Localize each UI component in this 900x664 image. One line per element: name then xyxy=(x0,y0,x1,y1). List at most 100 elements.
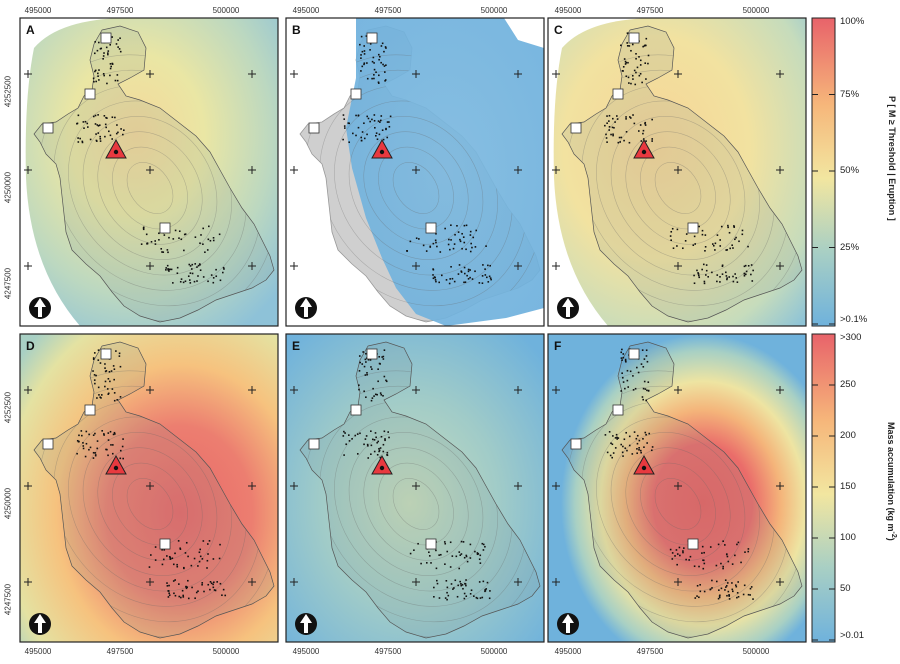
settlement-dots xyxy=(604,348,754,600)
y-tick-label: 4250000 xyxy=(3,171,13,204)
x-tick-label-bottom: 497500 xyxy=(636,647,664,656)
colorbar-top xyxy=(811,17,836,327)
x-tick-label-bottom: 495000 xyxy=(24,647,52,656)
colorbar-tick-label: 75% xyxy=(840,88,860,100)
x-tick-label-bottom: 495000 xyxy=(554,647,582,656)
map-panel-c: C xyxy=(547,17,807,327)
panel-label: D xyxy=(26,339,35,353)
settlement-dots xyxy=(604,32,754,285)
colorbar-tick-label: 150 xyxy=(840,481,856,492)
map-panel-f: F xyxy=(547,333,807,643)
colorbar-tick-label: 50% xyxy=(840,165,860,176)
white-square-site-icon xyxy=(687,222,699,234)
colorbar-tick-label: >0.01 xyxy=(840,630,865,641)
white-square-site-icon xyxy=(159,222,171,234)
panel-label: F xyxy=(554,339,561,353)
white-square-site-icon xyxy=(570,438,582,450)
red-triangle-vent-icon xyxy=(105,454,127,475)
x-tick-label-top: 495000 xyxy=(554,6,582,15)
settlement-dots xyxy=(342,349,491,601)
y-tick-label: 4247500 xyxy=(3,583,13,616)
panel-label: E xyxy=(292,339,300,353)
white-square-site-icon xyxy=(100,32,112,44)
white-square-site-icon xyxy=(308,438,320,450)
white-square-site-icon xyxy=(570,122,582,134)
grid-crosses xyxy=(552,70,784,270)
x-tick-label-top: 500000 xyxy=(480,6,508,15)
grid-crosses xyxy=(290,386,522,586)
map-panel-d: D xyxy=(19,333,279,643)
x-tick-label-top: 500000 xyxy=(742,6,770,15)
grid-crosses xyxy=(24,70,256,270)
x-tick-label-bottom: 500000 xyxy=(742,647,770,656)
map-panel-b: B xyxy=(285,17,545,327)
white-square-site-icon xyxy=(308,122,320,134)
grid-crosses xyxy=(290,70,522,270)
panel-label: B xyxy=(292,23,301,37)
red-triangle-vent-icon xyxy=(633,454,655,475)
grid-crosses xyxy=(552,386,784,586)
y-tick-label: 4250000 xyxy=(3,487,13,520)
white-square-site-icon xyxy=(425,222,437,234)
settlement-dots xyxy=(76,348,227,600)
white-square-site-icon xyxy=(84,404,96,416)
colorbar-tick-label: >300 xyxy=(840,332,862,343)
white-square-site-icon xyxy=(350,88,362,100)
white-square-site-icon xyxy=(425,538,437,550)
x-tick-label-top: 497500 xyxy=(636,6,664,15)
white-square-site-icon xyxy=(366,348,378,360)
x-tick-label-top: 495000 xyxy=(292,6,320,15)
panel-label: A xyxy=(26,23,35,37)
x-tick-label-top: 495000 xyxy=(24,6,52,15)
red-triangle-vent-icon xyxy=(633,138,655,159)
x-tick-label-bottom: 497500 xyxy=(106,647,134,656)
y-tick-label: 4252500 xyxy=(3,391,13,424)
north-arrow-icon xyxy=(557,613,579,635)
white-square-site-icon xyxy=(612,88,624,100)
settlement-dots xyxy=(342,35,492,285)
colorbar-tick-label: >0.1% xyxy=(840,314,868,325)
colorbar-bottom-title: Mass accumulation (kg m-2) xyxy=(886,422,897,541)
colorbar-tick-label: 100 xyxy=(840,532,856,543)
north-arrow-icon xyxy=(29,613,51,635)
colorbar-tick-label: 100% xyxy=(840,16,865,27)
north-arrow-icon xyxy=(557,297,579,319)
colorbar-tick-label: 50 xyxy=(840,583,851,594)
hazard-field xyxy=(299,18,544,326)
colorbar-bottom-title-main: Mass accumulation (kg m xyxy=(886,422,896,532)
red-triangle-vent-icon xyxy=(105,138,127,159)
x-tick-label-top: 497500 xyxy=(374,6,402,15)
x-tick-label-top: 500000 xyxy=(212,6,240,15)
white-square-site-icon xyxy=(42,438,54,450)
x-tick-label-top: 497500 xyxy=(106,6,134,15)
colorbar-tick-label: 25% xyxy=(840,241,860,253)
x-tick-label-bottom: 497500 xyxy=(374,647,402,656)
north-arrow-icon xyxy=(295,613,317,635)
map-panel-a: A xyxy=(19,17,279,327)
white-square-site-icon xyxy=(612,404,624,416)
white-square-site-icon xyxy=(350,404,362,416)
settlement-dots xyxy=(76,34,225,284)
colorbar-bottom xyxy=(811,333,836,643)
colorbar-tick-label: 250 xyxy=(840,379,856,390)
x-tick-label-bottom: 500000 xyxy=(212,647,240,656)
red-triangle-vent-icon xyxy=(371,138,393,159)
colorbar-tick-label: 200 xyxy=(840,430,856,441)
white-square-site-icon xyxy=(628,348,640,360)
y-tick-label: 4247500 xyxy=(3,267,13,300)
map-panel-e: E xyxy=(285,333,545,643)
white-square-site-icon xyxy=(628,32,640,44)
north-arrow-icon xyxy=(295,297,317,319)
white-square-site-icon xyxy=(100,348,112,360)
x-tick-label-bottom: 495000 xyxy=(292,647,320,656)
x-tick-label-bottom: 500000 xyxy=(480,647,508,656)
white-square-site-icon xyxy=(687,538,699,550)
grid-crosses xyxy=(24,386,256,586)
colorbar-top-title: P [ M ≥ Threshold | Eruption ] xyxy=(887,96,897,221)
white-square-site-icon xyxy=(42,122,54,134)
white-square-site-icon xyxy=(84,88,96,100)
white-square-site-icon xyxy=(366,32,378,44)
y-tick-label: 4252500 xyxy=(3,75,13,108)
panel-label: C xyxy=(554,23,563,37)
